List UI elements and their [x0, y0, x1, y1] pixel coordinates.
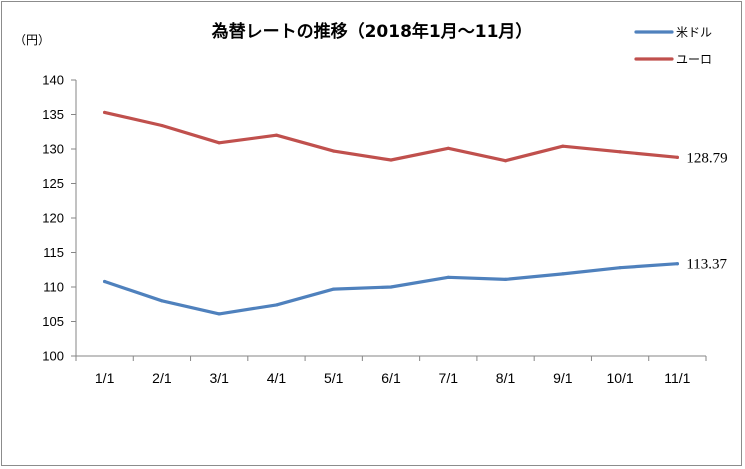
data-point — [503, 277, 508, 282]
data-point — [332, 287, 336, 291]
data-label: 113.37 — [686, 257, 727, 273]
y-tick-label: 115 — [43, 245, 64, 260]
x-tick-label: 3/1 — [209, 370, 229, 386]
data-point — [561, 144, 565, 148]
series-line-0 — [102, 262, 680, 316]
data-point — [389, 158, 393, 162]
data-point — [503, 159, 508, 163]
data-point — [332, 149, 336, 153]
legend-label: ユーロ — [676, 53, 712, 67]
data-point — [389, 285, 393, 289]
y-tick-label: 110 — [43, 280, 64, 295]
y-tick-label: 130 — [42, 142, 64, 157]
x-tick-label: 7/1 — [439, 370, 459, 386]
chart-title: 為替レートの推移（2018年1月～11月） — [212, 21, 533, 42]
y-axis-unit: （円） — [14, 33, 50, 47]
x-tick-label: 11/1 — [664, 370, 690, 386]
y-tick-label: 120 — [42, 211, 64, 226]
x-tick-label: 1/1 — [95, 370, 115, 386]
data-point — [217, 141, 221, 145]
x-tick-label: 9/1 — [553, 370, 573, 386]
y-tick-label: 140 — [42, 73, 64, 88]
data-point — [103, 279, 107, 284]
data-point — [675, 262, 679, 266]
x-tick-label: 6/1 — [381, 370, 401, 386]
data-point — [618, 150, 622, 154]
data-point — [217, 312, 221, 316]
data-point — [160, 299, 164, 303]
y-tick-label: 105 — [42, 314, 64, 329]
series-layer: 113.37 128.79 — [102, 110, 728, 316]
data-point — [446, 146, 450, 150]
x-tick-label: 2/1 — [152, 370, 172, 386]
y-tick-label: 135 — [42, 107, 64, 122]
data-point — [103, 110, 107, 115]
data-point — [446, 275, 450, 279]
legend-label: 米ドル — [676, 26, 712, 40]
y-tick-label: 125 — [42, 176, 64, 191]
data-point — [274, 303, 279, 307]
y-tick-label: 100 — [42, 349, 64, 364]
data-point — [274, 133, 279, 137]
x-tick-label: 4/1 — [267, 370, 287, 386]
series-line-1 — [102, 110, 680, 163]
data-point — [675, 155, 679, 159]
data-point — [561, 272, 565, 276]
axes: 100 105 110 115 120 125 130 135 140 1/1 2/1 3/1 4/1 5… — [42, 73, 707, 386]
x-tick-label: 8/1 — [496, 370, 516, 386]
x-tick-label: 10/1 — [606, 370, 633, 386]
x-tick-label: 5/1 — [324, 370, 344, 386]
data-point — [160, 123, 164, 128]
data-label: 128.79 — [686, 150, 727, 166]
data-point — [618, 266, 622, 270]
